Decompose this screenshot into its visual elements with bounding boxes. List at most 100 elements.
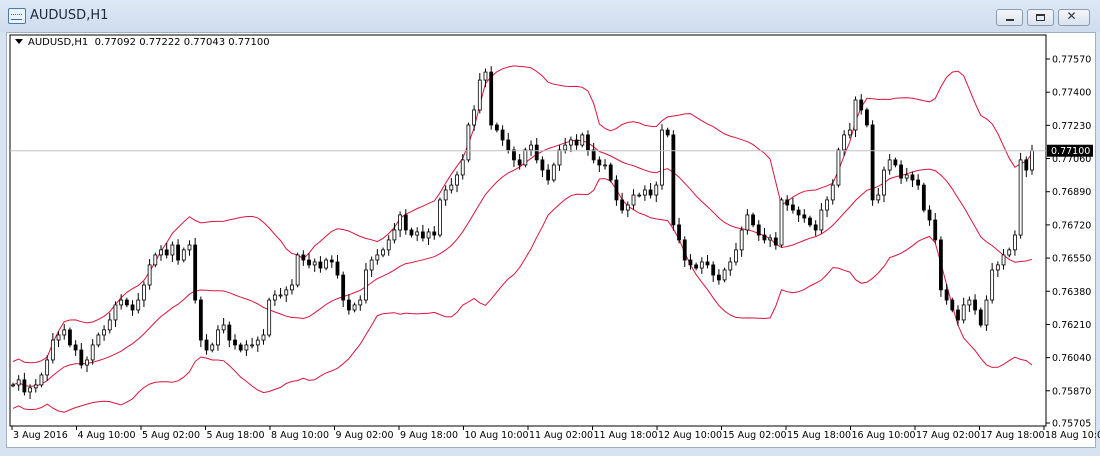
- candle: [813, 220, 818, 236]
- candle-body: [375, 254, 380, 261]
- candle: [244, 340, 249, 356]
- candle: [176, 239, 180, 265]
- x-tick-label: 15 Aug 02:00: [723, 430, 787, 441]
- candle: [796, 206, 801, 222]
- candle-body: [290, 284, 294, 291]
- candle-body: [489, 71, 494, 126]
- candle-body: [825, 199, 829, 211]
- candle: [335, 254, 340, 279]
- candle: [967, 296, 972, 312]
- candle-body: [591, 149, 596, 161]
- candle-body: [802, 214, 807, 219]
- chart-window-icon: [8, 8, 26, 24]
- candle: [449, 178, 454, 194]
- candle-body: [540, 159, 545, 171]
- candle: [836, 147, 841, 188]
- candle: [711, 261, 716, 283]
- candle: [221, 317, 226, 334]
- candle-body: [272, 294, 277, 301]
- minimize-button[interactable]: [996, 9, 1023, 26]
- candle: [381, 247, 385, 258]
- x-tick-label: 11 Aug 02:00: [529, 430, 593, 441]
- candle-body: [142, 284, 146, 301]
- candle-body: [865, 109, 869, 126]
- candle: [204, 334, 209, 355]
- candle-body: [597, 159, 602, 166]
- candle: [358, 295, 363, 311]
- candle-body: [568, 139, 573, 146]
- candle: [893, 157, 898, 168]
- candle: [819, 203, 824, 234]
- candle-body: [73, 344, 78, 351]
- candle: [887, 154, 892, 175]
- candle-body: [267, 299, 272, 336]
- candle: [39, 372, 44, 388]
- candle-body: [102, 329, 106, 336]
- dropdown-triangle-icon[interactable]: [15, 39, 23, 44]
- candle: [318, 256, 323, 273]
- x-tick-label: 15 Aug 18:00: [787, 430, 851, 441]
- x-tick-label: 11 Aug 18:00: [594, 430, 658, 441]
- candle-body: [995, 264, 1000, 271]
- candle: [762, 228, 767, 244]
- candle-body: [307, 259, 311, 266]
- candle-body: [420, 231, 425, 239]
- candle: [825, 196, 829, 218]
- candle: [978, 307, 983, 328]
- candle: [847, 123, 852, 139]
- candle-body: [751, 214, 755, 226]
- candle-body: [768, 237, 773, 241]
- candle: [608, 162, 613, 183]
- candle-body: [699, 261, 704, 269]
- candle: [142, 281, 146, 308]
- candle-body: [443, 189, 448, 201]
- candle: [494, 122, 499, 133]
- candle-body: [62, 329, 67, 336]
- candle: [28, 384, 32, 399]
- candle: [853, 96, 858, 138]
- candle-body: [324, 259, 329, 269]
- candle-body: [335, 261, 340, 276]
- legend-symbol: AUDUSD,H1: [28, 37, 89, 48]
- candle-body: [130, 304, 135, 311]
- candle: [876, 188, 881, 204]
- candle: [261, 329, 266, 345]
- candle-body: [386, 239, 391, 251]
- y-tick-label: 0.75705: [1052, 419, 1091, 430]
- close-button[interactable]: ✕: [1058, 9, 1090, 26]
- candle-body: [523, 149, 528, 166]
- candle: [369, 256, 374, 278]
- candle: [130, 300, 135, 316]
- candle-body: [85, 359, 89, 366]
- candle-body: [96, 334, 101, 346]
- candle: [255, 336, 260, 352]
- candle: [216, 325, 220, 351]
- candle-body: [836, 149, 841, 186]
- candle-body: [745, 214, 750, 231]
- candle-body: [529, 144, 533, 151]
- candle-body: [950, 299, 955, 311]
- candle: [568, 136, 573, 153]
- candle-body: [477, 79, 482, 111]
- candle: [483, 68, 488, 88]
- candle-body: [819, 209, 824, 231]
- candle-body: [791, 204, 795, 211]
- candle: [779, 197, 784, 248]
- candle-body: [608, 164, 613, 181]
- candle: [432, 226, 437, 240]
- candle: [910, 171, 915, 188]
- candle-body: [1007, 249, 1012, 256]
- candle-body: [660, 129, 664, 186]
- candle: [472, 105, 477, 131]
- candle: [102, 325, 106, 341]
- candle-body: [16, 379, 21, 386]
- candle-body: [460, 159, 465, 176]
- candle-body: [853, 99, 858, 131]
- window-titlebar: AUDUSD,H1 ✕: [0, 0, 1100, 32]
- restore-button[interactable]: [1027, 9, 1054, 26]
- candle-body: [614, 179, 619, 201]
- x-tick-label: 18 Aug 10:00: [1045, 430, 1100, 441]
- candle: [984, 295, 989, 331]
- candle-body: [711, 264, 716, 276]
